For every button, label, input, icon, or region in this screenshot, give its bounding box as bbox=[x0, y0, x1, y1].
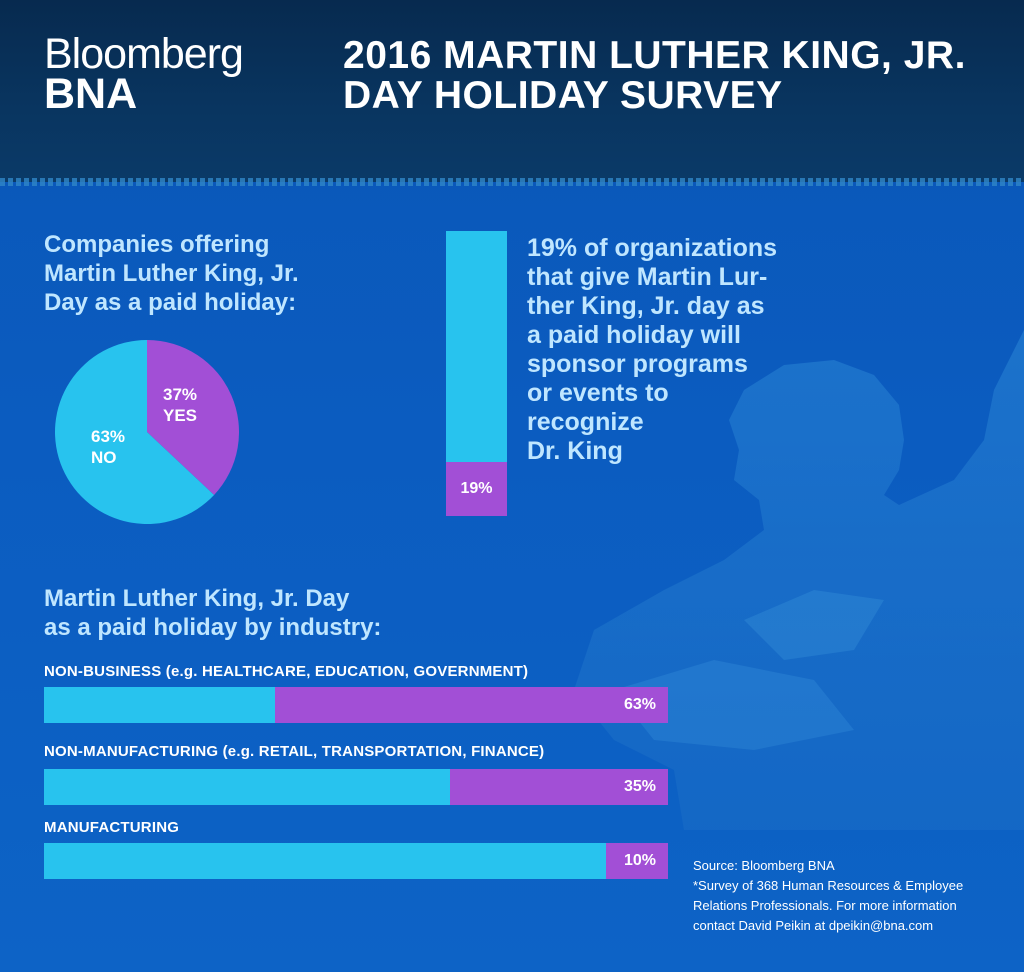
pie-yes-text: YES bbox=[163, 406, 198, 425]
industry-bar-value: 63% bbox=[623, 696, 656, 713]
bloomberg-bna-logo: Bloomberg BNA bbox=[44, 30, 244, 118]
callout-line: ther King, Jr. day as bbox=[527, 292, 765, 320]
industry-bar-non-business: 63% bbox=[44, 687, 668, 723]
pie-title-line: Martin Luther King, Jr. bbox=[44, 260, 299, 287]
source-line: contact David Peikin at dpeikin@bna.com bbox=[693, 918, 934, 933]
source-line: *Survey of 368 Human Resources & Employe… bbox=[693, 878, 964, 893]
callout-line: 19% of organizations bbox=[527, 234, 778, 262]
pie-yes-pct: 37% bbox=[163, 385, 198, 404]
industry-bar-manufacturing: 10% bbox=[44, 843, 668, 879]
callout-line: or events to bbox=[527, 379, 669, 407]
industry-bar-fill bbox=[606, 843, 668, 879]
sponsor-bar-label: 19% bbox=[460, 480, 493, 497]
industry-row-label: MANUFACTURING bbox=[44, 819, 180, 836]
pie-chart: 37% YES 63% NO bbox=[54, 340, 239, 524]
industry-title-line: Martin Luther King, Jr. Day bbox=[44, 585, 350, 612]
title-line-1: 2016 MARTIN LUTHER KING, JR. bbox=[343, 34, 966, 77]
pie-slice-no bbox=[54, 340, 215, 524]
sponsor-callout-text: 19% of organizations that give Martin Lu… bbox=[527, 234, 837, 466]
source-line: Source: Bloomberg BNA bbox=[693, 858, 835, 873]
pie-yes-label: 37% YES bbox=[163, 384, 197, 426]
industry-row-label: NON-MANUFACTURING (e.g. RETAIL, TRANSPOR… bbox=[44, 743, 545, 760]
sponsor-bar: 19% bbox=[446, 231, 507, 516]
pie-no-pct: 63% bbox=[91, 427, 126, 446]
pie-chart-title: Companies offering Martin Luther King, J… bbox=[44, 230, 374, 317]
header-divider bbox=[0, 178, 1024, 186]
pie-title-line: Companies offering bbox=[44, 231, 270, 258]
logo-line-2: BNA bbox=[44, 70, 138, 118]
page-title: 2016 MARTIN LUTHER KING, JR. DAY HOLIDAY… bbox=[343, 36, 1013, 116]
pie-title-line: Day as a paid holiday: bbox=[44, 289, 297, 316]
callout-line: that give Martin Lur- bbox=[527, 263, 768, 291]
callout-line: Dr. King bbox=[527, 437, 623, 465]
pie-no-label: 63% NO bbox=[91, 426, 125, 468]
sponsor-bar-remainder bbox=[446, 231, 507, 462]
header-banner bbox=[0, 0, 1024, 182]
source-note: Source: Bloomberg BNA *Survey of 368 Hum… bbox=[693, 856, 1013, 936]
industry-chart-title: Martin Luther King, Jr. Day as a paid ho… bbox=[44, 584, 544, 642]
industry-bar-value: 10% bbox=[623, 852, 656, 869]
callout-line: a paid holiday will bbox=[527, 321, 741, 349]
sponsor-bar-fill bbox=[446, 462, 507, 516]
title-line-2: DAY HOLIDAY SURVEY bbox=[343, 74, 783, 117]
industry-bar-non-manufacturing: 35% bbox=[44, 769, 668, 805]
industry-row-label: NON-BUSINESS (e.g. HEALTHCARE, EDUCATION… bbox=[44, 663, 529, 680]
logo-line-1: Bloomberg bbox=[44, 30, 244, 78]
industry-bar-value: 35% bbox=[623, 778, 656, 795]
industry-bar-fill bbox=[450, 769, 668, 805]
pie-chart-svg bbox=[54, 340, 239, 524]
source-line: Relations Professionals. For more inform… bbox=[693, 898, 957, 913]
callout-line: recognize bbox=[527, 408, 644, 436]
industry-bar-fill bbox=[275, 687, 668, 723]
industry-title-line: as a paid holiday by industry: bbox=[44, 614, 382, 641]
pie-no-text: NO bbox=[91, 448, 117, 467]
statue-silhouette-image bbox=[574, 330, 1024, 830]
callout-line: sponsor programs bbox=[527, 350, 748, 378]
pie-slice-yes bbox=[147, 340, 239, 495]
